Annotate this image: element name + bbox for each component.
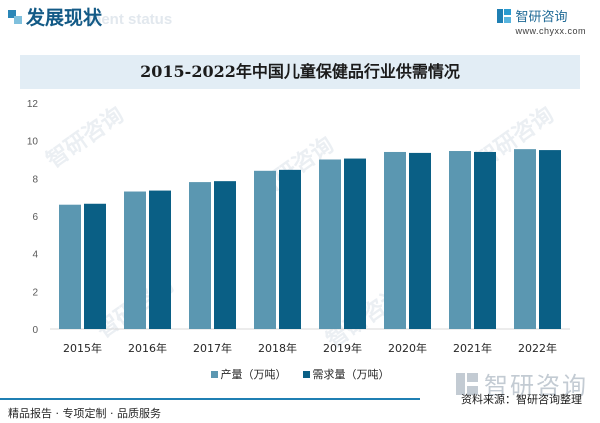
bar-demand: [84, 203, 106, 329]
x-tick-label: 2021年: [453, 341, 492, 355]
x-tick-label: 2018年: [258, 341, 297, 355]
brand-logo-icon: [497, 8, 512, 23]
y-tick-label: 2: [32, 287, 38, 298]
y-tick-label: 6: [32, 212, 38, 223]
bar-demand: [474, 151, 496, 329]
footer-brand-watermark: 智研咨询: [456, 366, 588, 401]
section-marker-icon: [8, 10, 22, 24]
footer-divider: [0, 398, 420, 400]
chart-title: 2015-2022年中国儿童保健品行业供需情况: [140, 62, 460, 81]
bar-production: [384, 151, 406, 329]
legend-label: 需求量（万吨）: [312, 368, 390, 381]
y-tick-label: 4: [32, 250, 38, 261]
x-tick-label: 2017年: [193, 341, 232, 355]
legend-item-demand: 需求量（万吨）: [302, 366, 390, 382]
legend-swatch: [302, 370, 310, 378]
header: ment status 发展现状 智研咨询 www.chyxx.com: [0, 0, 600, 40]
y-tick-label: 0: [32, 325, 38, 336]
x-tick-label: 2020年: [388, 341, 427, 355]
bar-demand: [279, 169, 301, 329]
brand-logo-icon: [456, 372, 478, 395]
bar-production: [254, 170, 276, 329]
legend-label: 产量（万吨）: [220, 368, 287, 381]
bar-demand: [214, 181, 236, 329]
y-tick-label: 8: [32, 174, 38, 185]
data-source: 资料来源：智研咨询整理: [461, 393, 582, 406]
bar-production: [449, 151, 471, 329]
bar-demand: [409, 152, 431, 329]
bar-demand: [149, 190, 171, 329]
bar-production: [319, 159, 341, 329]
bar-production: [124, 191, 146, 329]
bar-production: [59, 204, 81, 329]
section-subtitle: ment status: [88, 11, 173, 28]
x-tick-label: 2015年: [63, 341, 102, 355]
x-tick-label: 2022年: [518, 341, 557, 355]
y-tick-label: 12: [27, 99, 39, 110]
brand-name: 智研咨询: [515, 10, 568, 25]
legend-item-production: 产量（万吨）: [210, 366, 287, 382]
section-title: 发展现状: [26, 7, 103, 29]
bar-production: [514, 149, 536, 329]
x-tick-label: 2016年: [128, 341, 167, 355]
legend-swatch: [210, 370, 218, 378]
bar-demand: [344, 158, 366, 329]
footer-brand-name: 智研咨询: [484, 372, 588, 400]
footer: 精品报告 · 专项定制 · 品质服务: [0, 398, 600, 423]
bar-demand: [539, 150, 561, 329]
brand-url: www.chyxx.com: [515, 26, 586, 36]
chart-legend: 产量（万吨） 需求量（万吨）: [0, 366, 600, 382]
y-tick-label: 10: [27, 137, 39, 148]
footer-tagline: 精品报告 · 专项定制 · 品质服务: [8, 407, 161, 420]
bar-production: [189, 182, 211, 329]
header-brand: 智研咨询 www.chyxx.com: [497, 6, 586, 36]
chart-title-bar: 2015-2022年中国儿童保健品行业供需情况: [20, 55, 580, 89]
bar-chart: 0 2 4 6 8 10 12 2015年 2016年 2017年 2018年 2019年 2020年 2…: [27, 99, 570, 355]
x-tick-label: 2019年: [323, 341, 362, 355]
